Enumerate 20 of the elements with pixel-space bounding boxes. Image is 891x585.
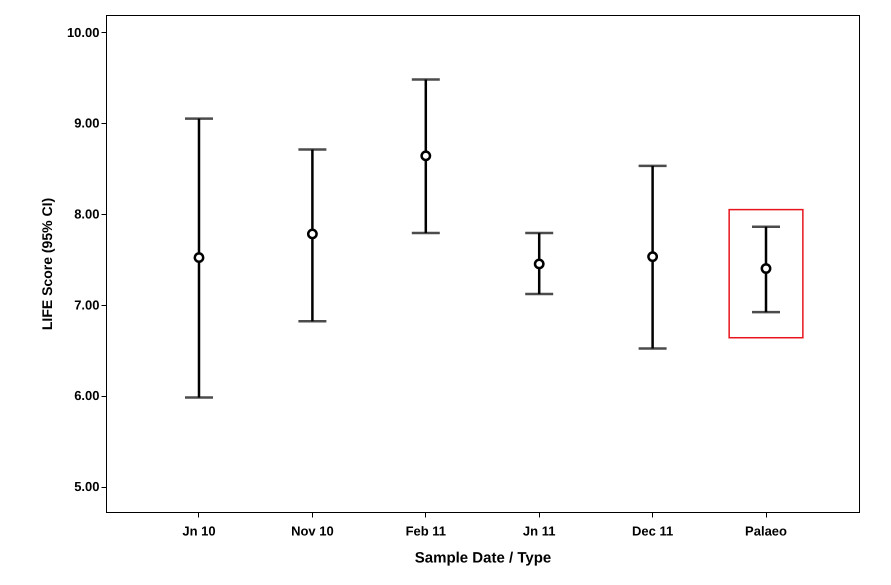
y-tick-label: 5.00 bbox=[74, 479, 100, 494]
point bbox=[760, 263, 772, 274]
y-tick-label: 6.00 bbox=[74, 388, 100, 404]
y-tick-label: 9.00 bbox=[74, 116, 100, 131]
x-tick-label: Feb 11 bbox=[406, 524, 446, 538]
y-tick-label: 8.00 bbox=[74, 206, 100, 222]
point bbox=[306, 228, 318, 240]
x-axis-title: Sample Date / Type bbox=[414, 550, 552, 566]
x-tick-label: Nov 10 bbox=[291, 524, 334, 538]
y-tick-label: 7.00 bbox=[74, 297, 100, 312]
point bbox=[534, 258, 545, 270]
x-tick-label: Palaeo bbox=[745, 524, 788, 538]
x-tick-label: Jn 10 bbox=[182, 524, 216, 538]
y-tick-label: 10.00 bbox=[66, 24, 100, 40]
x-tick-label: Dec 11 bbox=[632, 524, 674, 538]
x-tick-label: Jn 11 bbox=[522, 524, 556, 538]
point bbox=[194, 252, 204, 264]
y-axis-title: LIFE Score (95% CI) bbox=[38, 198, 55, 330]
point bbox=[420, 150, 432, 162]
point bbox=[647, 251, 658, 262]
